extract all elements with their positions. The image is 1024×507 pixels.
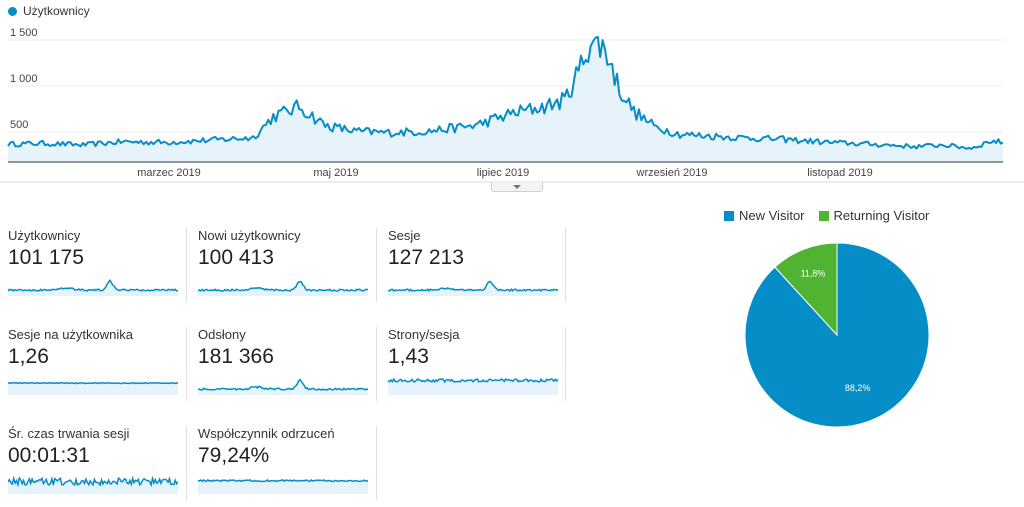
users-line-chart: Użytkownicy 1 500 1 000 500 marzec 2019 … — [0, 0, 1024, 200]
legend-dot-icon — [8, 6, 17, 16]
y-tick-1000: 1 000 — [10, 73, 38, 85]
metric-value: 181 366 — [198, 345, 274, 368]
sparkline-line — [198, 281, 368, 293]
pie-legend-returning-visitor[interactable]: Returning Visitor — [818, 208, 930, 223]
metric-new-users[interactable]: Nowi użytkownicy 100 413 — [198, 228, 376, 308]
x-tick-wrzesien: wrzesień 2019 — [636, 167, 708, 179]
sparkline-line — [8, 475, 178, 488]
pie-legend-new-visitor[interactable]: New Visitor — [724, 208, 805, 223]
pie-legend: New Visitor Returning Visitor — [724, 208, 929, 223]
y-tick-500: 500 — [10, 119, 28, 131]
sparkline — [388, 280, 558, 296]
chart-collapse-handle[interactable] — [491, 182, 543, 192]
pie-svg: 88,2% 11,8% — [744, 242, 930, 428]
metric-label: Nowi użytkownicy — [198, 228, 301, 243]
metric-separator — [376, 228, 377, 302]
legend-swatch-icon — [724, 210, 734, 221]
sparkline — [8, 475, 178, 494]
metric-pageviews[interactable]: Odsłony 181 366 — [198, 327, 376, 407]
pie-legend-label: New Visitor — [739, 208, 805, 223]
metric-avg-session-duration[interactable]: Śr. czas trwania sesji 00:01:31 — [8, 426, 186, 506]
sparkline — [198, 378, 368, 395]
metric-sessions-per-user[interactable]: Sesje na użytkownika 1,26 — [8, 327, 186, 407]
metric-label: Współczynnik odrzuceń — [198, 426, 335, 441]
metric-value: 101 175 — [8, 246, 84, 269]
sparkline-area — [8, 382, 178, 395]
metric-separator — [565, 228, 566, 302]
metric-value: 1,43 — [388, 345, 429, 368]
x-tick-marzec: marzec 2019 — [137, 167, 201, 179]
sparkline — [8, 278, 178, 296]
main-chart-legend-label: Użytkownicy — [23, 4, 90, 18]
sparkline — [388, 377, 558, 395]
metric-value: 100 413 — [198, 246, 274, 269]
metric-separator — [186, 327, 187, 401]
metric-separator — [376, 426, 377, 500]
metric-bounce-rate[interactable]: Współczynnik odrzuceń 79,24% — [198, 426, 376, 506]
sparkline-area — [388, 281, 558, 296]
metric-label: Sesje — [388, 228, 421, 243]
pie-slice-label: 11,8% — [801, 268, 826, 278]
metric-separator — [565, 327, 566, 401]
visitor-type-pie: 88,2% 11,8% — [742, 240, 932, 435]
sparkline — [198, 281, 368, 296]
metric-users[interactable]: Użytkownicy 101 175 — [8, 228, 186, 308]
x-tick-lipiec: lipiec 2019 — [477, 167, 530, 179]
chevron-down-icon — [513, 184, 521, 189]
metric-pages-per-session[interactable]: Strony/sesja 1,43 — [388, 327, 566, 407]
pie-legend-label: Returning Visitor — [833, 208, 930, 223]
pie-slice-label: 88,2% — [845, 383, 871, 393]
x-tick-listopad: listopad 2019 — [807, 167, 872, 179]
metric-separator — [186, 426, 187, 500]
metric-label: Odsłony — [198, 327, 246, 342]
metric-label: Śr. czas trwania sesji — [8, 426, 130, 441]
metric-value: 00:01:31 — [8, 444, 90, 467]
users-area — [8, 36, 1003, 162]
pie-slice-returning-visitor[interactable] — [774, 242, 838, 337]
metric-value: 127 213 — [388, 246, 464, 269]
main-chart-legend[interactable]: Użytkownicy — [8, 4, 90, 18]
x-tick-maj: maj 2019 — [313, 167, 358, 179]
sparkline-line — [8, 381, 178, 385]
sparkline-area — [198, 379, 368, 395]
sparkline-line — [8, 278, 178, 292]
sparkline-area — [198, 479, 368, 494]
sparkline-line — [388, 377, 558, 384]
main-chart-svg: 1 500 1 000 500 marzec 2019 maj 2019 lip… — [0, 27, 1024, 183]
metric-sessions[interactable]: Sesje 127 213 — [388, 228, 566, 308]
y-tick-1500: 1 500 — [10, 27, 38, 39]
sparkline-area — [388, 379, 558, 395]
sparkline-line — [198, 478, 368, 483]
legend-swatch-icon — [818, 210, 829, 221]
metric-value: 79,24% — [198, 444, 270, 467]
sparkline-line — [388, 280, 558, 293]
metric-label: Sesje na użytkownika — [8, 327, 134, 342]
metric-separator — [186, 228, 187, 302]
sparkline — [198, 478, 368, 494]
metric-label: Strony/sesja — [388, 327, 460, 342]
sparkline-area — [8, 280, 178, 296]
sparkline-area — [198, 281, 368, 296]
sparkline-line — [198, 378, 368, 391]
sparkline — [8, 381, 178, 395]
metric-value: 1,26 — [8, 345, 49, 368]
metric-label: Użytkownicy — [8, 228, 81, 243]
metric-separator — [376, 327, 377, 401]
users-line — [7, 35, 1004, 150]
